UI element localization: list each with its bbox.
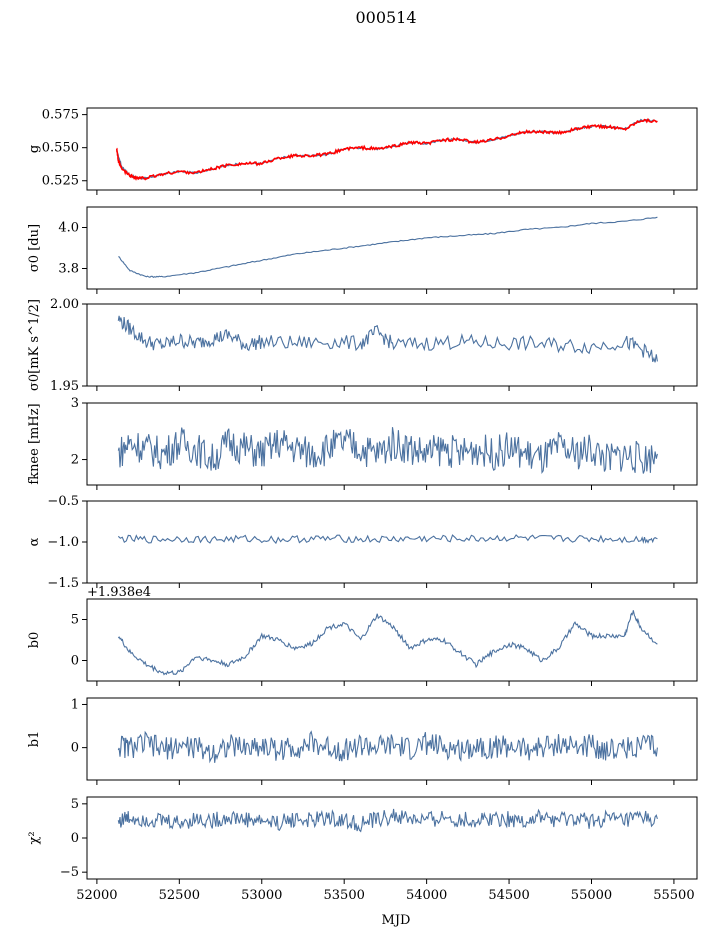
y-tick-label: 0.575 xyxy=(42,108,79,123)
y-tick-label: 0 xyxy=(71,741,79,756)
figure-title: 000514 xyxy=(355,8,416,27)
y-tick-label: 0 xyxy=(71,831,79,846)
y-tick-label: 0.525 xyxy=(42,174,79,189)
y-tick-label: 3.8 xyxy=(58,262,79,277)
panel-4: 2 3 fknee [mHz] xyxy=(27,396,698,490)
x-tick-label: 52000 xyxy=(76,888,117,903)
axes-frame xyxy=(86,697,698,781)
y-tick-label: −1.5 xyxy=(47,576,79,591)
y-tick-label: −5 xyxy=(60,865,79,880)
x-tick-label: 55000 xyxy=(571,888,612,903)
y-tick-label: 1 xyxy=(71,697,79,712)
x-tick-label: 53000 xyxy=(241,888,282,903)
y-tick-label: 5 xyxy=(71,797,79,812)
x-tick-label: 53500 xyxy=(324,888,365,903)
panels: 0.525 0.550 0.575 g 3.8 4.0 σ0 [du] 1.95 2.00 σ0[… xyxy=(27,107,698,884)
y-tick-label: −1.0 xyxy=(47,535,79,550)
axes-frame xyxy=(86,598,698,682)
y-tick-label: 0 xyxy=(71,654,79,669)
panel-6: 0 5 b0 +1.938e4 xyxy=(27,585,698,686)
y-tick-label: 1.95 xyxy=(50,379,79,394)
x-axis: 52000 52500 53000 53500 54000 54500 55000 55500 xyxy=(76,888,694,903)
series-line xyxy=(117,534,658,545)
x-tick-label: 55500 xyxy=(653,888,694,903)
y-tick-label: 3 xyxy=(71,396,79,411)
panel-2: 3.8 4.0 σ0 [du] xyxy=(27,206,698,294)
y-axis-label: fknee [mHz] xyxy=(27,403,42,484)
axes-frame xyxy=(86,500,698,584)
panel-1: 0.525 0.550 0.575 g xyxy=(27,107,698,195)
y-tick-label: 0.550 xyxy=(42,141,79,156)
x-tick-label: 54500 xyxy=(488,888,529,903)
fit-line xyxy=(116,117,658,181)
y-tick-label: −0.5 xyxy=(47,494,79,509)
y-tick-label: 2 xyxy=(71,453,79,468)
y-axis-label: α xyxy=(27,537,42,546)
y-axis-label: b1 xyxy=(27,731,42,748)
x-axis-label: MJD xyxy=(382,913,411,928)
y-axis-label: g xyxy=(27,145,42,153)
panel-5: −1.5 −1.0 −0.5 α xyxy=(27,494,698,591)
axes-frame xyxy=(86,206,698,290)
offset-text: +1.938e4 xyxy=(87,585,151,600)
axes-frame xyxy=(86,796,698,880)
series-line xyxy=(117,427,658,474)
x-tick-label: 54000 xyxy=(406,888,447,903)
axes-frame xyxy=(86,107,698,191)
axes-frame xyxy=(86,303,698,387)
y-tick-label: 4.0 xyxy=(58,221,79,236)
y-tick-label: 2.00 xyxy=(50,297,79,312)
x-tick-label: 52500 xyxy=(159,888,200,903)
panel-7: 0 1 b1 xyxy=(27,697,698,785)
series-line xyxy=(117,610,658,676)
y-axis-label: σ0 [du] xyxy=(27,224,42,272)
series-line xyxy=(118,216,658,278)
y-tick-label: 5 xyxy=(71,613,79,628)
series-line xyxy=(117,808,658,833)
series-line xyxy=(117,730,658,764)
panel-3: 1.95 2.00 σ0[mK s^1/2] xyxy=(27,297,698,394)
panel-8: −5 0 5 χ² xyxy=(27,796,698,884)
y-axis-label: χ² xyxy=(27,831,42,844)
axes-frame xyxy=(86,402,698,486)
y-axis-label: σ0[mK s^1/2] xyxy=(27,299,42,391)
y-axis-label: b0 xyxy=(27,632,42,649)
series-line xyxy=(117,315,658,363)
